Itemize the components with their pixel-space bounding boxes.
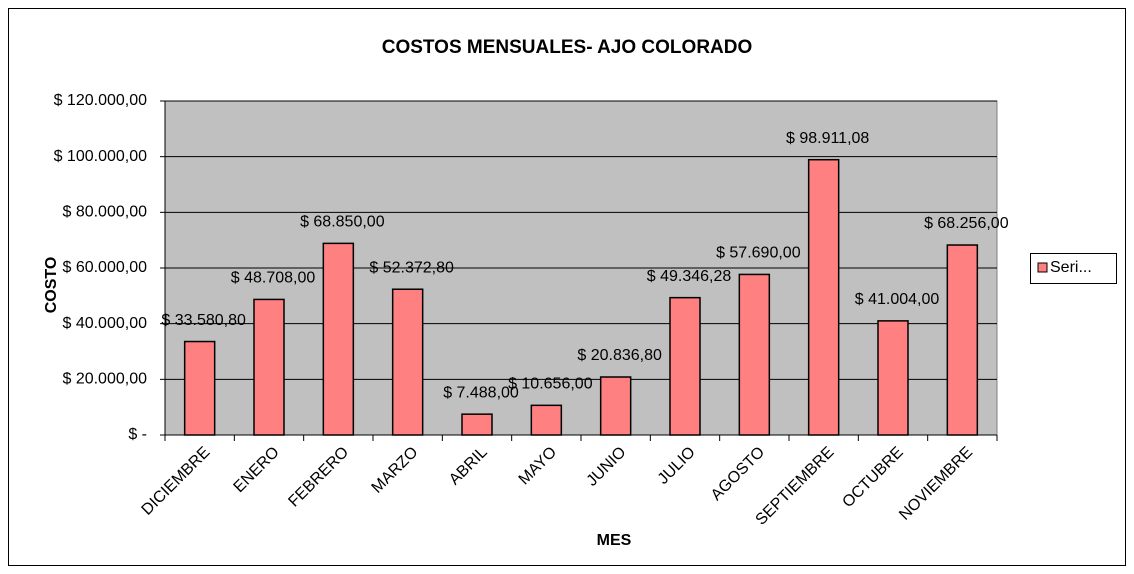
bar — [807, 158, 840, 436]
x-axis-title: MES — [597, 532, 632, 549]
y-tick-label: $ 120.000,00 — [54, 92, 148, 109]
bar — [669, 296, 701, 436]
data-label: $ 48.708,00 — [231, 270, 316, 287]
legend-label: Seri... — [1050, 259, 1092, 276]
bar — [946, 244, 979, 436]
data-label: $ 20.836,80 — [577, 347, 662, 364]
chart-title: COSTOS MENSUALES- AJO COLORADO — [382, 37, 753, 58]
bar — [738, 273, 771, 436]
data-label: $ 49.346,28 — [647, 268, 732, 285]
bar — [599, 376, 632, 436]
y-tick-label: $ 20.000,00 — [62, 371, 147, 388]
bar — [183, 340, 216, 436]
y-tick-label: $ 100.000,00 — [54, 148, 148, 165]
data-label: $ 10.656,00 — [508, 376, 593, 393]
y-tick-label: $ 80.000,00 — [62, 204, 147, 221]
data-label: $ 98.911,08 — [786, 130, 869, 147]
data-label: $ 68.256,00 — [924, 215, 1009, 232]
data-label: $ 41.004,00 — [855, 291, 940, 308]
y-tick-label: $ 40.000,00 — [62, 315, 147, 332]
bar — [253, 298, 285, 436]
bar — [391, 288, 424, 436]
data-label: $ 33.580,80 — [161, 312, 246, 329]
bar — [461, 413, 493, 436]
bar — [322, 242, 355, 436]
data-label: $ 68.850,00 — [300, 214, 385, 231]
data-label: $ 7.488,00 — [443, 384, 519, 401]
bar — [530, 404, 563, 436]
data-label: $ 52.372,80 — [369, 259, 454, 276]
y-axis-title: COSTO — [43, 257, 60, 314]
legend-swatch — [1037, 262, 1048, 273]
y-tick-label: $ 60.000,00 — [62, 259, 147, 276]
data-label: $ 57.690,00 — [716, 245, 801, 262]
y-tick-label: $ - — [128, 426, 147, 443]
bar — [877, 320, 909, 436]
